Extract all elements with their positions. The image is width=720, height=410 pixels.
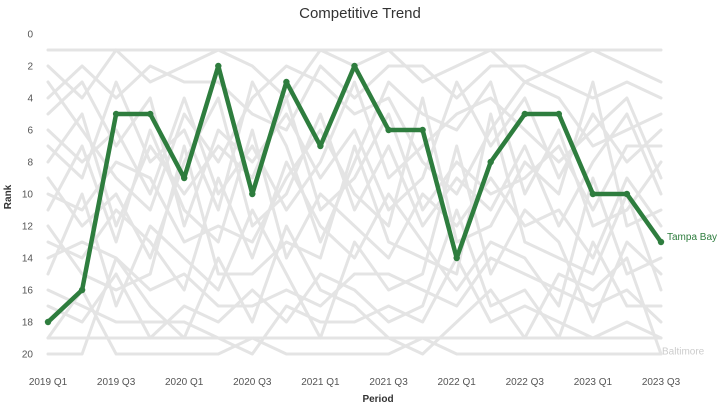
background-series-line (46, 144, 663, 340)
highlight-point (385, 126, 392, 134)
background-series-line (46, 288, 663, 356)
x-tick-label: 2019 Q1 (29, 377, 68, 388)
background-series-line (46, 160, 663, 308)
highlight-point (147, 110, 154, 118)
highlight-series-label: Tampa Bay (667, 232, 717, 243)
background-series-line (46, 80, 663, 212)
background-series-line (46, 64, 663, 212)
background-series-line (46, 256, 663, 356)
background-series-line (46, 128, 663, 260)
x-tick-label: 2023 Q3 (642, 377, 681, 388)
y-axis: 0 2 4 6 8 10 12 14 16 18 20 (22, 30, 34, 361)
y-tick-label: 14 (22, 254, 34, 265)
x-tick-label: 2022 Q1 (438, 377, 477, 388)
background-series-line (46, 112, 663, 292)
x-tick-label: 2020 Q1 (165, 377, 204, 388)
highlight-point (521, 110, 528, 118)
background-series-layer: Baltimore (46, 48, 705, 358)
y-tick-label: 18 (22, 318, 34, 329)
highlight-series-layer: Tampa Bay (44, 62, 717, 326)
highlight-point (487, 158, 494, 166)
x-axis-title: Period (362, 394, 393, 405)
x-tick-label: 2020 Q3 (233, 377, 272, 388)
highlight-point (44, 318, 52, 326)
highlight-point (623, 190, 631, 198)
highlight-point (419, 126, 426, 134)
y-tick-label: 10 (22, 190, 34, 201)
highlight-point (215, 62, 222, 70)
background-series-line (46, 208, 663, 340)
highlight-point (317, 142, 324, 150)
highlight-point (249, 190, 256, 198)
highlight-point (351, 62, 358, 70)
x-tick-label: 2021 Q1 (301, 377, 340, 388)
highlight-point (181, 174, 188, 182)
y-axis-title: Rank (3, 184, 14, 209)
background-series-line (46, 80, 663, 228)
y-tick-label: 8 (27, 158, 33, 169)
y-tick-label: 6 (27, 126, 33, 137)
y-tick-label: 0 (27, 30, 33, 41)
x-tick-label: 2019 Q3 (97, 377, 136, 388)
chart-title: Competitive Trend (299, 5, 421, 22)
background-series-line (46, 96, 663, 228)
y-tick-label: 20 (22, 350, 34, 361)
highlight-point (453, 254, 460, 262)
x-axis: 2019 Q1 2019 Q3 2020 Q1 2020 Q3 2021 Q1 2021 … (29, 377, 681, 388)
series-end-label: Baltimore (662, 347, 705, 358)
highlight-point (657, 238, 665, 246)
background-series-line (46, 80, 663, 244)
x-tick-label: 2021 Q3 (369, 377, 408, 388)
y-tick-label: 16 (22, 286, 34, 297)
background-series-line (46, 240, 663, 324)
x-tick-label: 2023 Q1 (574, 377, 613, 388)
background-series-line (46, 224, 663, 356)
highlight-point (78, 286, 86, 294)
y-tick-label: 4 (27, 94, 33, 105)
background-series-line (46, 96, 663, 260)
highlight-point (283, 78, 290, 86)
y-tick-label: 2 (27, 62, 33, 73)
highlight-point (112, 110, 120, 118)
background-series-line (46, 64, 663, 132)
background-series-line (46, 80, 663, 244)
highlight-point (589, 190, 597, 198)
highlight-point (555, 110, 562, 118)
y-tick-label: 12 (22, 222, 34, 233)
x-tick-label: 2022 Q3 (506, 377, 545, 388)
